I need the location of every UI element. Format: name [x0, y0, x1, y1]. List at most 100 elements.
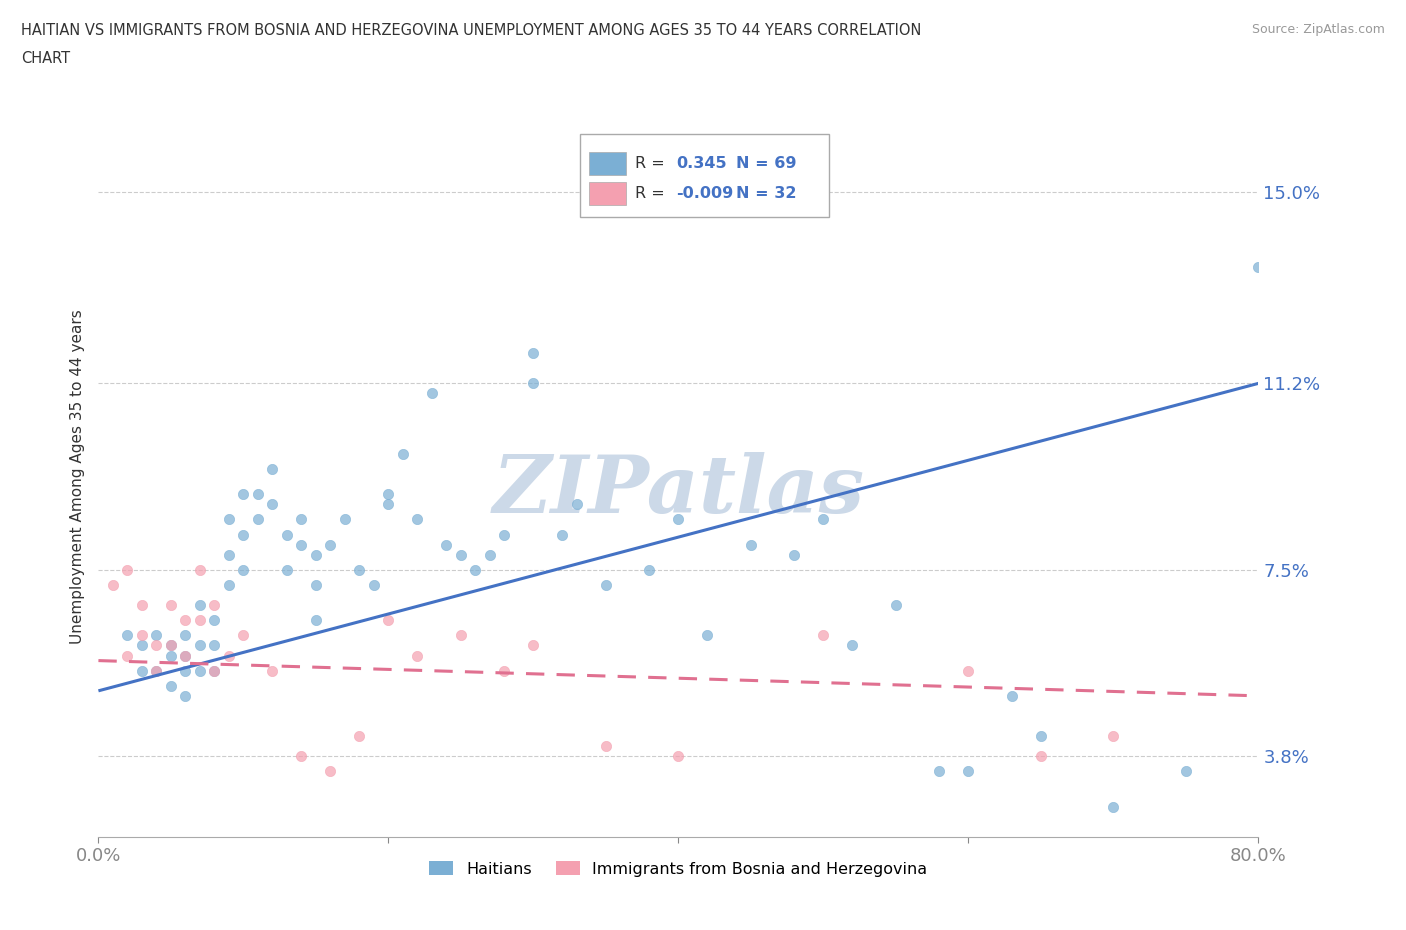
Point [696, 628, 718, 643]
Point [522, 346, 544, 361]
Point [406, 648, 429, 663]
Point [1102, 799, 1125, 814]
Point [145, 663, 167, 678]
Bar [589, 182, 626, 205]
Point [188, 663, 211, 678]
Point [522, 638, 544, 653]
Point [160, 598, 183, 613]
Point [450, 548, 472, 563]
Point [204, 598, 226, 613]
Point [174, 628, 197, 643]
Point [551, 527, 574, 542]
Point [319, 538, 342, 552]
Point [333, 512, 356, 527]
Point [783, 548, 806, 563]
Point [174, 663, 197, 678]
Point [464, 563, 486, 578]
Point [638, 563, 661, 578]
Point [218, 548, 240, 563]
Point [522, 376, 544, 391]
Point [349, 729, 371, 744]
Point [349, 563, 371, 578]
Point [117, 648, 139, 663]
Point [595, 738, 617, 753]
Point [276, 527, 298, 542]
Point [101, 578, 124, 592]
Point [406, 512, 429, 527]
Point [928, 764, 950, 779]
Point [262, 461, 284, 476]
FancyBboxPatch shape [579, 134, 830, 218]
Point [884, 598, 907, 613]
Point [218, 648, 240, 663]
Legend: Haitians, Immigrants from Bosnia and Herzegovina: Haitians, Immigrants from Bosnia and Her… [423, 855, 934, 884]
Text: R =: R = [636, 155, 671, 170]
Point [232, 563, 254, 578]
Point [262, 663, 284, 678]
Point [319, 764, 342, 779]
Point [204, 638, 226, 653]
Point [204, 613, 226, 628]
Point [145, 638, 167, 653]
Point [160, 678, 183, 693]
Point [957, 764, 980, 779]
Point [174, 648, 197, 663]
Point [1029, 729, 1052, 744]
Point [276, 563, 298, 578]
Point [363, 578, 385, 592]
Point [246, 512, 269, 527]
Point [305, 548, 328, 563]
Point [131, 628, 153, 643]
Point [188, 598, 211, 613]
Point [188, 563, 211, 578]
Point [262, 497, 284, 512]
Point [204, 663, 226, 678]
Point [145, 628, 167, 643]
Point [174, 688, 197, 703]
Point [290, 512, 312, 527]
Y-axis label: Unemployment Among Ages 35 to 44 years: Unemployment Among Ages 35 to 44 years [69, 310, 84, 644]
Text: R =: R = [636, 186, 671, 201]
Text: N = 32: N = 32 [737, 186, 797, 201]
Point [117, 628, 139, 643]
Point [494, 663, 516, 678]
Point [131, 598, 153, 613]
Point [290, 538, 312, 552]
Point [117, 563, 139, 578]
Point [1174, 764, 1197, 779]
Point [218, 578, 240, 592]
Point [232, 527, 254, 542]
Point [666, 512, 689, 527]
Point [160, 638, 183, 653]
Text: N = 69: N = 69 [737, 155, 797, 170]
Point [204, 663, 226, 678]
Point [188, 613, 211, 628]
Point [246, 486, 269, 501]
Point [131, 638, 153, 653]
Text: Source: ZipAtlas.com: Source: ZipAtlas.com [1251, 23, 1385, 36]
Bar [589, 152, 626, 175]
Text: CHART: CHART [21, 51, 70, 66]
Point [565, 497, 588, 512]
Point [160, 648, 183, 663]
Point [160, 638, 183, 653]
Point [436, 538, 458, 552]
Point [494, 527, 516, 542]
Point [957, 663, 980, 678]
Point [595, 578, 617, 592]
Point [305, 578, 328, 592]
Point [392, 446, 415, 461]
Point [232, 628, 254, 643]
Point [813, 512, 835, 527]
Point [377, 486, 399, 501]
Point [420, 386, 443, 401]
Point [1247, 260, 1270, 275]
Point [478, 548, 501, 563]
Point [841, 638, 863, 653]
Point [813, 628, 835, 643]
Point [377, 613, 399, 628]
Point [218, 512, 240, 527]
Point [174, 613, 197, 628]
Point [740, 538, 762, 552]
Text: -0.009: -0.009 [676, 186, 734, 201]
